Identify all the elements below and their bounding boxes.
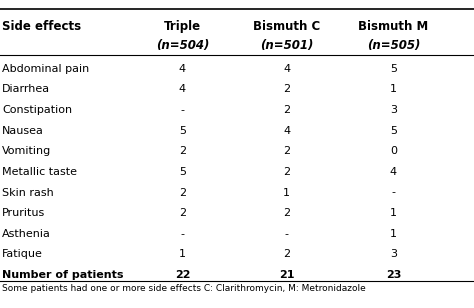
- Text: 5: 5: [390, 64, 397, 74]
- Text: 1: 1: [283, 188, 290, 197]
- Text: Triple: Triple: [164, 20, 201, 33]
- Text: 4: 4: [283, 64, 291, 74]
- Text: 21: 21: [279, 270, 294, 280]
- Text: 1: 1: [390, 84, 397, 94]
- Text: 0: 0: [390, 146, 397, 156]
- Text: 2: 2: [179, 188, 186, 197]
- Text: 2: 2: [283, 146, 291, 156]
- Text: 5: 5: [179, 167, 186, 177]
- Text: 22: 22: [175, 270, 190, 280]
- Text: 3: 3: [390, 249, 397, 259]
- Text: -: -: [285, 229, 289, 239]
- Text: 2: 2: [283, 105, 291, 115]
- Text: Diarrhea: Diarrhea: [2, 84, 51, 94]
- Text: -: -: [181, 105, 184, 115]
- Text: Asthenia: Asthenia: [2, 229, 51, 239]
- Text: 2: 2: [283, 167, 291, 177]
- Text: (n=504): (n=504): [156, 38, 209, 51]
- Text: Some patients had one or more side effects C: Clarithromycin, M: Metronidazole: Some patients had one or more side effec…: [2, 284, 366, 293]
- Text: 2: 2: [283, 249, 291, 259]
- Text: 1: 1: [390, 208, 397, 218]
- Text: Skin rash: Skin rash: [2, 188, 54, 197]
- Text: Abdominal pain: Abdominal pain: [2, 64, 90, 74]
- Text: 2: 2: [283, 208, 291, 218]
- Text: Constipation: Constipation: [2, 105, 73, 115]
- Text: 4: 4: [179, 64, 186, 74]
- Text: Number of patients: Number of patients: [2, 270, 124, 280]
- Text: 5: 5: [179, 126, 186, 136]
- Text: 2: 2: [179, 146, 186, 156]
- Text: 5: 5: [390, 126, 397, 136]
- Text: Pruritus: Pruritus: [2, 208, 46, 218]
- Text: -: -: [181, 229, 184, 239]
- Text: Vomiting: Vomiting: [2, 146, 52, 156]
- Text: 1: 1: [179, 249, 186, 259]
- Text: Bismuth M: Bismuth M: [358, 20, 428, 33]
- Text: 4: 4: [390, 167, 397, 177]
- Text: -: -: [392, 188, 395, 197]
- Text: Bismuth C: Bismuth C: [253, 20, 320, 33]
- Text: Fatique: Fatique: [2, 249, 43, 259]
- Text: 2: 2: [179, 208, 186, 218]
- Text: 23: 23: [386, 270, 401, 280]
- Text: 1: 1: [390, 229, 397, 239]
- Text: 2: 2: [283, 84, 291, 94]
- Text: (n=505): (n=505): [367, 38, 420, 51]
- Text: Metallic taste: Metallic taste: [2, 167, 77, 177]
- Text: 4: 4: [283, 126, 291, 136]
- Text: Nausea: Nausea: [2, 126, 44, 136]
- Text: Side effects: Side effects: [2, 20, 82, 33]
- Text: 4: 4: [179, 84, 186, 94]
- Text: 3: 3: [390, 105, 397, 115]
- Text: (n=501): (n=501): [260, 38, 313, 51]
